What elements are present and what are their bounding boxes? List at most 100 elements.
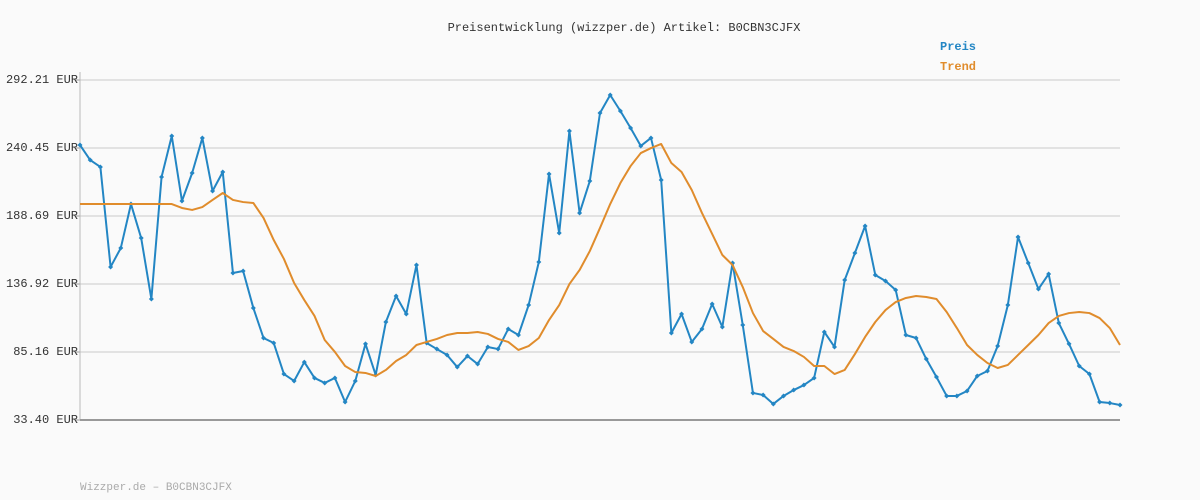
y-tick-label: 85.16 EUR bbox=[13, 345, 78, 359]
point-marker bbox=[699, 326, 705, 332]
point-marker bbox=[546, 171, 552, 177]
point-marker bbox=[974, 373, 980, 379]
point-marker bbox=[505, 326, 511, 332]
point-marker bbox=[199, 135, 205, 141]
point-marker bbox=[638, 143, 644, 149]
point-marker bbox=[1086, 371, 1092, 377]
point-marker bbox=[210, 188, 216, 194]
point-marker bbox=[944, 393, 950, 399]
y-tick-label: 188.69 EUR bbox=[6, 209, 78, 223]
point-marker bbox=[617, 108, 623, 114]
point-marker bbox=[821, 329, 827, 335]
point-marker bbox=[485, 344, 491, 350]
point-marker bbox=[230, 270, 236, 276]
point-marker bbox=[444, 352, 450, 358]
point-marker bbox=[1076, 363, 1082, 369]
point-marker bbox=[709, 301, 715, 307]
chart-title: Preisentwicklung (wizzper.de) Artikel: B… bbox=[448, 21, 801, 35]
point-marker bbox=[393, 293, 399, 299]
point-marker bbox=[220, 169, 226, 175]
point-marker bbox=[159, 174, 165, 180]
legend-label: Preis bbox=[940, 40, 976, 54]
point-marker bbox=[719, 324, 725, 330]
point-marker bbox=[271, 340, 277, 346]
point-marker bbox=[108, 264, 114, 270]
point-marker bbox=[87, 157, 93, 163]
point-marker bbox=[536, 259, 542, 265]
point-marker bbox=[301, 359, 307, 365]
point-marker bbox=[413, 262, 419, 268]
point-marker bbox=[842, 277, 848, 283]
point-marker bbox=[1035, 286, 1041, 292]
point-marker bbox=[464, 353, 470, 359]
point-marker bbox=[169, 133, 175, 139]
point-marker bbox=[1015, 234, 1021, 240]
footer: Wizzper.de – B0CBN3CJFX bbox=[80, 482, 232, 494]
point-marker bbox=[383, 319, 389, 325]
point-marker bbox=[97, 164, 103, 170]
point-marker bbox=[862, 223, 868, 229]
point-marker bbox=[1056, 320, 1062, 326]
point-marker bbox=[852, 250, 858, 256]
point-marker bbox=[1025, 260, 1031, 266]
point-marker bbox=[179, 198, 185, 204]
point-marker bbox=[1117, 402, 1123, 408]
point-marker bbox=[648, 135, 654, 141]
point-marker bbox=[322, 380, 328, 386]
point-marker bbox=[597, 110, 603, 116]
point-marker bbox=[607, 92, 613, 98]
point-marker bbox=[352, 378, 358, 384]
point-marker bbox=[556, 230, 562, 236]
point-marker bbox=[189, 170, 195, 176]
point-marker bbox=[587, 178, 593, 184]
point-marker bbox=[954, 393, 960, 399]
point-marker bbox=[77, 142, 83, 148]
point-marker bbox=[964, 388, 970, 394]
point-marker bbox=[291, 378, 297, 384]
point-marker bbox=[362, 341, 368, 347]
point-marker bbox=[984, 368, 990, 374]
point-marker bbox=[1107, 400, 1113, 406]
point-marker bbox=[250, 305, 256, 311]
point-marker bbox=[658, 177, 664, 183]
point-marker bbox=[893, 287, 899, 293]
point-marker bbox=[118, 245, 124, 251]
point-marker bbox=[495, 346, 501, 352]
point-marker bbox=[577, 210, 583, 216]
point-marker bbox=[475, 361, 481, 367]
y-tick-label: 136.92 EUR bbox=[6, 277, 78, 291]
point-marker bbox=[526, 302, 532, 308]
point-marker bbox=[281, 371, 287, 377]
point-marker bbox=[882, 278, 888, 284]
y-tick-label: 33.40 EUR bbox=[13, 413, 78, 427]
point-marker bbox=[913, 335, 919, 341]
point-marker bbox=[791, 387, 797, 393]
point-marker bbox=[689, 339, 695, 345]
point-marker bbox=[760, 392, 766, 398]
point-marker bbox=[1005, 302, 1011, 308]
point-marker bbox=[933, 374, 939, 380]
point-marker bbox=[332, 375, 338, 381]
point-marker bbox=[811, 375, 817, 381]
y-tick-label: 240.45 EUR bbox=[6, 141, 78, 155]
point-marker bbox=[1097, 399, 1103, 405]
point-marker bbox=[679, 311, 685, 317]
point-marker bbox=[628, 125, 634, 131]
point-marker bbox=[750, 390, 756, 396]
point-marker bbox=[138, 235, 144, 241]
point-marker bbox=[801, 382, 807, 388]
point-marker bbox=[872, 272, 878, 278]
point-marker bbox=[668, 330, 674, 336]
point-marker bbox=[1066, 341, 1072, 347]
point-marker bbox=[454, 364, 460, 370]
legend-label: Trend bbox=[940, 60, 976, 74]
point-marker bbox=[515, 332, 521, 338]
point-marker bbox=[261, 335, 267, 341]
point-marker bbox=[566, 128, 572, 134]
point-marker bbox=[342, 399, 348, 405]
point-marker bbox=[923, 356, 929, 362]
series-line bbox=[80, 142, 1121, 377]
